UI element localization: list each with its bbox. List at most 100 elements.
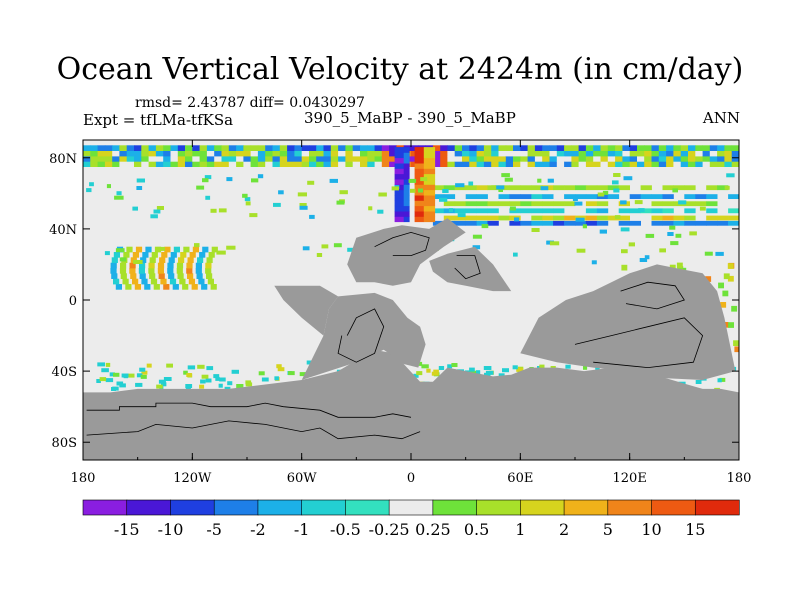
wave-train-cell: [145, 246, 152, 253]
arctic-cell: [155, 156, 164, 162]
speckle-cell: [638, 208, 645, 213]
arctic-cell: [505, 150, 514, 157]
coast-south-america: [337, 308, 385, 363]
arctic-cell: [666, 145, 674, 151]
southern-ring-cell: [236, 384, 244, 388]
case-label: 390_5_MaBP - 390_5_MaBP: [304, 109, 516, 127]
colorbar-swatch: [126, 499, 172, 516]
wave-train-cell: [167, 262, 174, 269]
southern-ring-cell: [306, 360, 312, 365]
jet-cell: [443, 185, 456, 191]
jet-cell: [585, 220, 598, 226]
speckle-cell: [205, 195, 211, 200]
arctic-cell: [695, 161, 703, 167]
jet-cell: [476, 215, 488, 221]
arctic-cell: [301, 156, 310, 162]
arctic-cell: [688, 150, 696, 157]
arctic-cell: [513, 150, 521, 157]
jet-cell: [684, 215, 696, 221]
wave-train-cell: [188, 278, 195, 285]
arctic-cell: [462, 145, 470, 151]
arctic-cell: [206, 156, 215, 162]
jet-cell: [585, 201, 598, 207]
arctic-cell: [527, 156, 536, 162]
arctic-cell: [294, 150, 303, 157]
arctic-cell: [309, 145, 317, 151]
speckle-cell: [613, 188, 620, 193]
na-upwelling-cell: [423, 173, 436, 180]
arctic-cell: [578, 145, 587, 151]
speckle-cell: [302, 246, 310, 251]
southern-ring-cell: [288, 371, 295, 376]
jet-cell: [695, 220, 707, 226]
na-upwelling-cell: [414, 147, 425, 153]
wave-train-cell: [161, 252, 168, 258]
arctic-cell: [578, 150, 587, 157]
arctic-cell: [534, 145, 543, 151]
jet-cell: [618, 208, 630, 214]
arctic-cell: [688, 156, 696, 162]
speckle-cell: [244, 197, 251, 202]
jet-cell: [618, 215, 630, 221]
arctic-cell: [228, 161, 237, 167]
arctic-cell: [658, 145, 667, 151]
speckle-cell: [620, 200, 627, 205]
arctic-cell: [126, 161, 135, 167]
jet-cell: [498, 215, 510, 221]
arctic-cell: [731, 161, 739, 167]
speckle-cell: [689, 231, 697, 236]
arctic-cell: [454, 145, 463, 151]
wave-train-cell: [179, 278, 186, 285]
arctic-cell: [309, 161, 317, 167]
jet-cell: [476, 220, 488, 226]
east-speckle-cell: [720, 302, 727, 308]
na-upwelling-cell: [414, 157, 425, 164]
southern-ring-cell: [136, 373, 143, 378]
east-speckle-cell: [731, 305, 738, 312]
na-upwelling-cell: [423, 189, 436, 196]
southern-ring-cell: [433, 369, 439, 374]
arctic-cell: [731, 145, 739, 151]
speckle-cell: [537, 178, 542, 183]
na-downwelling-cell: [394, 195, 405, 201]
speckle-cell: [613, 173, 621, 177]
jet-cell: [651, 215, 663, 221]
arctic-cell: [717, 145, 725, 151]
na-downwelling-cell: [394, 179, 405, 185]
speckle-cell: [472, 234, 482, 239]
arctic-cell: [374, 156, 383, 162]
southern-ring-cell: [113, 372, 120, 377]
jet-cell: [629, 194, 641, 199]
arctic-cell: [432, 156, 441, 162]
jet-cell: [717, 220, 729, 226]
arctic-cell: [462, 150, 470, 157]
jet-cell: [607, 194, 620, 199]
jet-cell: [487, 215, 499, 221]
arctic-cell: [483, 161, 492, 167]
arctic-cell: [352, 145, 361, 151]
speckle-cell: [245, 201, 251, 206]
jet-cell: [728, 194, 739, 199]
arctic-cell: [469, 145, 477, 151]
na-downwelling-cell: [403, 184, 410, 191]
arctic-cell: [228, 150, 237, 157]
jet-cell: [454, 185, 466, 191]
arctic-cell: [141, 161, 149, 167]
east-speckle-cell: [718, 282, 724, 289]
na-upwelling-cell: [414, 195, 425, 201]
arctic-cell: [381, 161, 390, 167]
na-upwelling-cell: [423, 200, 436, 207]
na-downwelling-cell: [394, 205, 405, 212]
speckle-cell: [104, 251, 110, 256]
southern-ring-cell: [227, 381, 233, 386]
arctic-cell: [447, 156, 456, 162]
arctic-cell: [330, 156, 339, 162]
jet-cell: [509, 208, 521, 214]
jet-cell: [564, 220, 576, 226]
arctic-cell: [228, 156, 237, 162]
arctic-cell: [309, 156, 317, 162]
arctic-cell: [556, 161, 565, 167]
na-upwelling-cell: [414, 168, 425, 175]
arctic-cell: [629, 150, 638, 157]
arctic-cell: [112, 156, 120, 162]
